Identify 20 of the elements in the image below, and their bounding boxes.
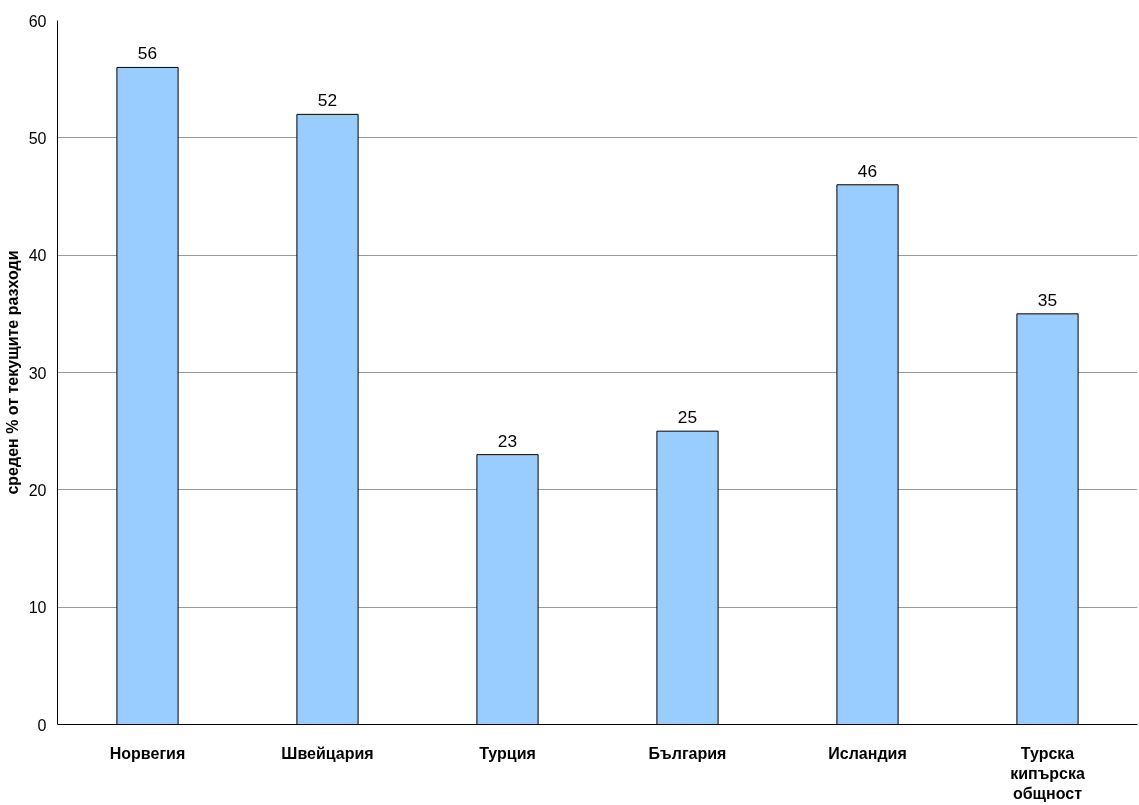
data-label: 56: [137, 43, 158, 64]
x-tick-label: Турция: [479, 744, 536, 762]
data-label: 23: [497, 430, 518, 451]
y-tick-label: 10: [28, 599, 47, 617]
y-tick-label: 60: [28, 12, 47, 30]
data-label: 25: [677, 407, 698, 428]
x-tick-label: България: [648, 744, 727, 762]
x-tick-label: Швейцария: [281, 744, 374, 762]
data-label: 52: [317, 90, 338, 111]
data-label: 46: [857, 160, 878, 181]
x-tick-label: Турска кипърска общност: [1010, 744, 1085, 803]
x-tick-label: Норвегия: [109, 744, 186, 762]
y-tick-label: 40: [28, 247, 47, 265]
y-axis-title: среден % от текущите разходи: [3, 250, 21, 495]
data-label: 35: [1037, 289, 1058, 310]
y-tick-label: 20: [28, 481, 47, 499]
y-tick-label: 50: [28, 129, 47, 147]
y-tick-label: 0: [37, 716, 47, 734]
y-tick-label: 30: [28, 364, 47, 382]
x-tick-label: Исландия: [828, 744, 907, 762]
